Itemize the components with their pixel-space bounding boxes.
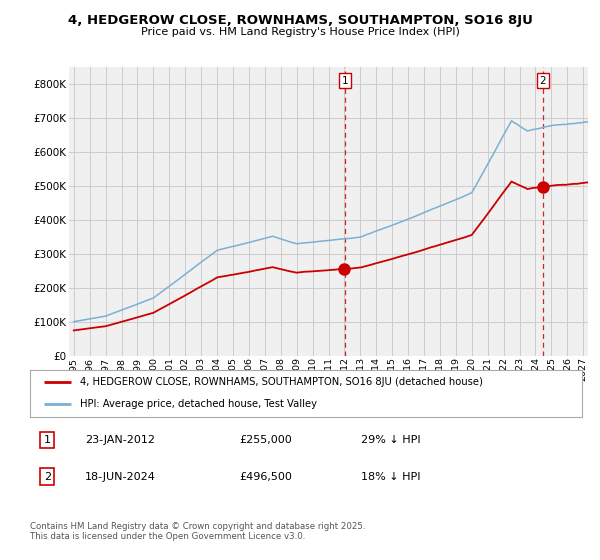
Text: 4, HEDGEROW CLOSE, ROWNHAMS, SOUTHAMPTON, SO16 8JU (detached house): 4, HEDGEROW CLOSE, ROWNHAMS, SOUTHAMPTON… — [80, 377, 482, 388]
Text: 1: 1 — [44, 435, 51, 445]
Text: 4, HEDGEROW CLOSE, ROWNHAMS, SOUTHAMPTON, SO16 8JU: 4, HEDGEROW CLOSE, ROWNHAMS, SOUTHAMPTON… — [68, 14, 532, 27]
Text: £255,000: £255,000 — [240, 435, 293, 445]
Text: Price paid vs. HM Land Registry's House Price Index (HPI): Price paid vs. HM Land Registry's House … — [140, 27, 460, 37]
Text: HPI: Average price, detached house, Test Valley: HPI: Average price, detached house, Test… — [80, 399, 317, 409]
Text: 29% ↓ HPI: 29% ↓ HPI — [361, 435, 421, 445]
Text: Contains HM Land Registry data © Crown copyright and database right 2025.
This d: Contains HM Land Registry data © Crown c… — [30, 522, 365, 542]
Text: 2: 2 — [539, 76, 546, 86]
Text: 18-JUN-2024: 18-JUN-2024 — [85, 472, 156, 482]
Text: 2: 2 — [44, 472, 51, 482]
Text: 1: 1 — [342, 76, 349, 86]
Text: 18% ↓ HPI: 18% ↓ HPI — [361, 472, 421, 482]
Text: £496,500: £496,500 — [240, 472, 293, 482]
Text: 23-JAN-2012: 23-JAN-2012 — [85, 435, 155, 445]
